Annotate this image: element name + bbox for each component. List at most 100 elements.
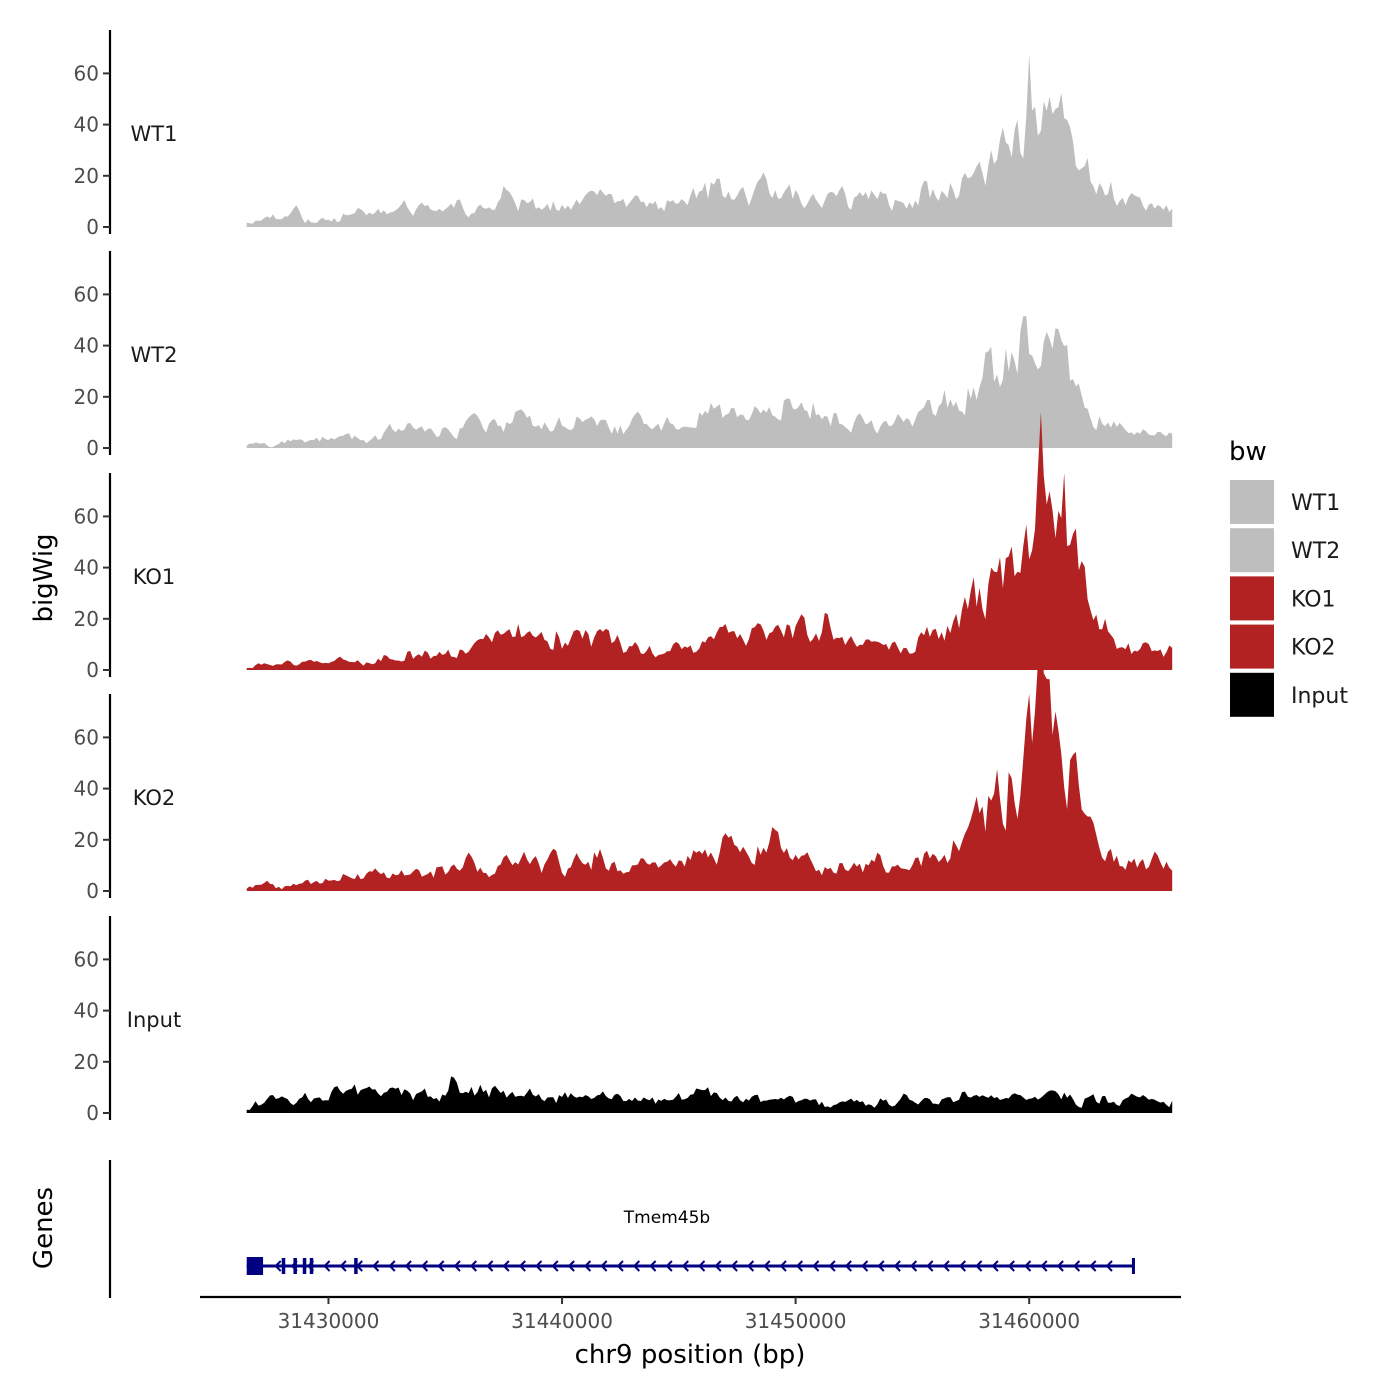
coverage-area-input <box>246 1076 1173 1113</box>
track-ko2: 0 20 40 60 KO2 <box>74 621 1173 903</box>
x-tick-label: 31460000 <box>978 1309 1080 1333</box>
x-axis-title: chr9 position (bp) <box>575 1340 806 1370</box>
y-tick-label: 60 <box>74 947 99 971</box>
y-tick-label: 0 <box>86 215 99 239</box>
x-tick-label: 31430000 <box>278 1309 380 1333</box>
y-tick-label: 20 <box>74 828 99 852</box>
strand-arrow <box>469 1260 478 1272</box>
legend-label-wt2: WT2 <box>1291 539 1340 564</box>
strand-arrow <box>828 1260 836 1272</box>
strand-arrow <box>453 1260 461 1272</box>
strand-arrow <box>991 1260 999 1272</box>
strand-arrow <box>1089 1260 1097 1272</box>
exon-block <box>246 1257 264 1275</box>
strand-arrow <box>421 1260 429 1272</box>
strand-arrow <box>600 1260 608 1272</box>
strand-arrow <box>779 1260 787 1272</box>
strand-arrow <box>681 1260 689 1272</box>
track-label: WT2 <box>131 343 178 367</box>
y-tick-label: 40 <box>74 334 99 358</box>
y-tick-label: 20 <box>74 607 99 631</box>
strand-arrow <box>893 1260 901 1272</box>
y-tick-label: 20 <box>74 1050 99 1074</box>
track-wt2: 0 20 40 60 WT2 <box>74 251 1173 460</box>
y-tick-label: 60 <box>74 61 99 85</box>
track-label: WT1 <box>131 122 178 146</box>
legend-key-input <box>1230 672 1274 717</box>
strand-arrow <box>1105 1260 1113 1272</box>
y-tick-label: 60 <box>74 282 99 306</box>
strand-arrow <box>1007 1260 1015 1272</box>
coverage-area-wt1 <box>246 54 1173 227</box>
coverage-area-ko1 <box>246 411 1173 670</box>
x-axis: 31430000 31440000 31450000 31460000 <box>200 1295 1181 1333</box>
strand-arrow <box>926 1260 934 1272</box>
strand-arrow <box>1056 1260 1064 1272</box>
exon-block <box>309 1258 314 1274</box>
strand-arrow <box>518 1260 526 1272</box>
strand-arrow <box>323 1260 331 1272</box>
strand-arrow <box>910 1260 918 1272</box>
legend-label-wt1: WT1 <box>1291 491 1340 516</box>
y-tick-label: 40 <box>74 556 99 580</box>
strand-arrow <box>632 1260 641 1272</box>
track-wt1: 0 20 40 60 WT1 <box>74 30 1173 239</box>
legend-key-ko1 <box>1230 576 1274 621</box>
track-label: Input <box>127 1008 181 1032</box>
legend-label-ko2: KO2 <box>1291 636 1336 661</box>
strand-arrow <box>698 1260 706 1272</box>
coverage-area-wt2 <box>246 316 1173 448</box>
strand-arrow <box>437 1260 445 1272</box>
strand-arrow <box>665 1260 673 1272</box>
genes-axis-title: Genes <box>29 1187 59 1269</box>
tracks-layer: 0 20 40 60 WT1 0 20 40 60 WT2 0 20 40 60 KO1 0 20 40 60 KO2… <box>74 30 1173 1125</box>
gene-name-label: Tmem45b <box>623 1208 710 1228</box>
coverage-area-ko2 <box>246 621 1173 891</box>
x-tick-label: 31450000 <box>745 1309 847 1333</box>
strand-arrow <box>958 1260 967 1272</box>
y-tick-label: 60 <box>74 504 99 528</box>
legend: bw WT1 WT2 KO1 KO2 Input <box>1229 437 1348 717</box>
strand-arrow <box>372 1260 380 1272</box>
strand-arrow <box>844 1260 852 1272</box>
legend-key-wt1 <box>1230 480 1274 524</box>
y-tick-label: 0 <box>86 879 99 903</box>
y-tick-label: 40 <box>74 999 99 1023</box>
strand-arrow <box>714 1260 722 1272</box>
strand-arrow <box>730 1260 738 1272</box>
legend-title: bw <box>1229 437 1267 467</box>
y-tick-label: 40 <box>74 113 99 137</box>
strand-arrow <box>339 1260 347 1272</box>
exon-block <box>354 1258 358 1274</box>
track-input: 0 20 40 60 Input <box>74 916 1173 1125</box>
strand-arrow <box>877 1260 885 1272</box>
exon-block <box>293 1258 297 1274</box>
legend-key-wt2 <box>1230 528 1274 573</box>
strand-arrow <box>975 1260 983 1272</box>
strand-arrow <box>1073 1260 1081 1272</box>
strand-arrow <box>388 1260 396 1272</box>
strand-arrow <box>502 1260 510 1272</box>
y-tick-label: 20 <box>74 385 99 409</box>
exon-block <box>281 1258 286 1274</box>
legend-label-input: Input <box>1291 684 1348 709</box>
genes-panel: Tmem45b <box>108 1160 1135 1298</box>
strand-arrow <box>861 1260 869 1272</box>
strand-arrow <box>274 1260 282 1272</box>
y-tick-label: 0 <box>86 1101 99 1125</box>
strand-arrow <box>942 1260 950 1272</box>
strand-arrow <box>535 1260 543 1272</box>
y-tick-label: 40 <box>74 777 99 801</box>
exon-block <box>302 1258 307 1274</box>
track-label: KO2 <box>133 786 176 810</box>
strand-arrow <box>486 1260 494 1272</box>
strand-arrow <box>747 1260 755 1272</box>
strand-arrow <box>1024 1260 1032 1272</box>
strand-arrow <box>567 1260 575 1272</box>
y-tick-label: 0 <box>86 436 99 460</box>
y-tick-label: 0 <box>86 658 99 682</box>
strand-arrow <box>763 1260 771 1272</box>
y-tick-label: 60 <box>74 725 99 749</box>
track-ko1: 0 20 40 60 KO1 <box>74 411 1173 682</box>
